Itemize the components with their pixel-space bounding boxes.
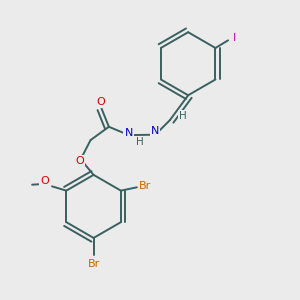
Text: N: N [124,128,133,138]
Text: O: O [76,156,84,166]
Text: H: H [136,137,144,147]
Text: Br: Br [88,259,100,269]
Text: I: I [232,33,236,43]
Text: H: H [179,111,187,121]
Text: Br: Br [139,181,152,191]
Text: N: N [151,126,159,136]
Text: O: O [97,97,105,107]
Text: O: O [40,176,49,186]
